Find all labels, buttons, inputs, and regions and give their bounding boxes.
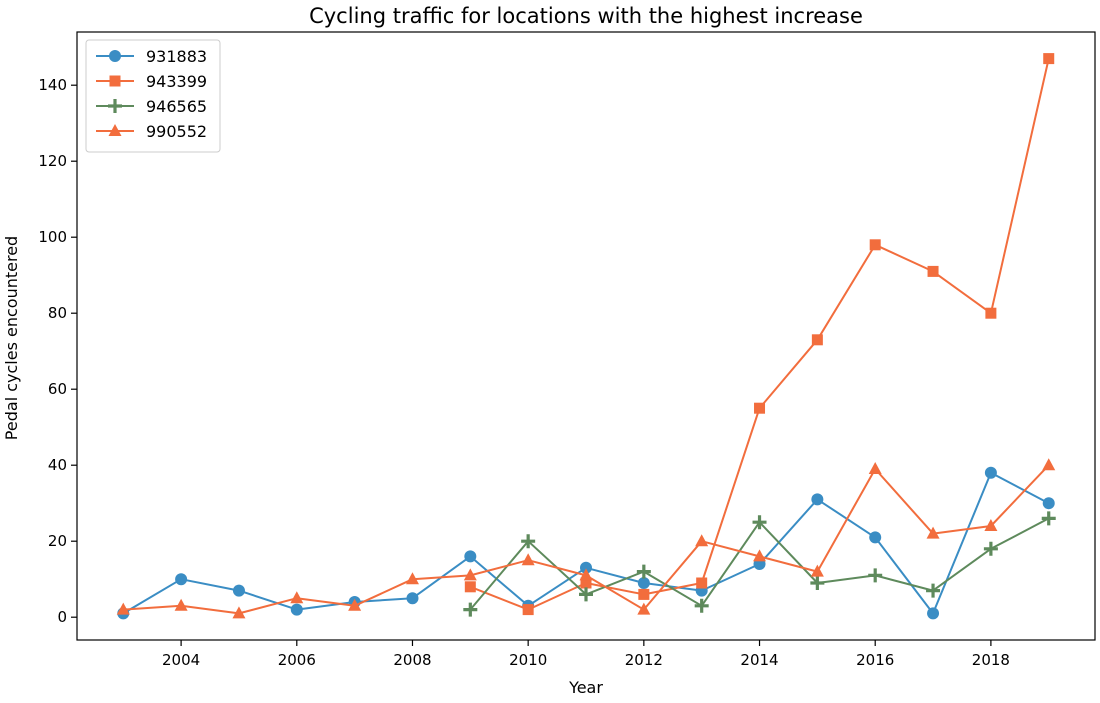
data-point-946565-2014	[752, 515, 767, 530]
data-point-943399-2011	[580, 577, 592, 589]
series-990552	[116, 458, 1056, 619]
data-point-946565-2010	[521, 534, 536, 549]
y-tick-label: 20	[48, 532, 67, 550]
data-point-943399-2010	[522, 604, 534, 616]
x-tick-label: 2008	[393, 651, 431, 669]
series-943399	[464, 53, 1055, 616]
data-point-946565-2011	[579, 587, 593, 602]
data-point-931883-2005	[232, 584, 245, 597]
legend-marker-square	[109, 75, 121, 87]
y-tick-label: 100	[38, 228, 67, 246]
axis-layer: 2004 2006 2008 2010 2012 2014 2016 2018 0 20 40 60 8…	[38, 31, 1096, 669]
data-point-943399-2009	[464, 581, 476, 593]
legend-item-946565: 946565	[96, 97, 207, 116]
data-point-946565-2016	[868, 568, 883, 583]
data-point-931883-2009	[464, 550, 477, 563]
legend-item-943399: 943399	[96, 72, 207, 91]
legend-label: 931883	[146, 47, 207, 66]
data-point-943399-2012	[638, 588, 650, 600]
data-point-990552-2017	[926, 526, 940, 539]
data-point-990552-2011	[579, 568, 593, 581]
legend-label: 946565	[146, 97, 207, 116]
data-point-990552-2019	[1042, 458, 1056, 471]
data-point-931883-2012	[637, 577, 650, 589]
y-axis-label: Pedal cycles encountered	[2, 236, 21, 440]
data-point-946565-2017	[926, 583, 941, 598]
legend-marker-circle	[109, 50, 121, 62]
data-point-931883-2008	[406, 592, 419, 605]
x-tick-label: 2004	[162, 651, 200, 669]
data-point-943399-2019	[1043, 53, 1055, 65]
data-point-946565-2013	[694, 598, 709, 613]
data-point-990552-2014	[753, 549, 767, 562]
data-point-990552-2013	[695, 534, 709, 547]
legend-item-931883: 931883	[96, 47, 207, 66]
data-point-990552-2003	[116, 602, 130, 615]
legend-label: 990552	[146, 122, 207, 141]
data-point-946565-2009	[463, 602, 478, 617]
chart-title: Cycling traffic for locations with the h…	[309, 4, 863, 28]
data-point-990552-2018	[984, 519, 998, 531]
data-point-946565-2012	[636, 564, 651, 579]
data-point-943399-2014	[754, 402, 766, 414]
data-point-990552-2010	[521, 553, 535, 566]
x-tick-label: 2006	[278, 651, 316, 669]
y-tick-label: 120	[38, 152, 67, 170]
legend-label: 943399	[146, 72, 207, 91]
x-tick-label: 2012	[625, 651, 663, 669]
y-tick-label: 80	[48, 304, 67, 322]
data-point-990552-2007	[348, 598, 362, 611]
y-tick-label: 0	[57, 608, 67, 626]
data-point-943399-2015	[811, 334, 823, 346]
data-point-990552-2016	[868, 462, 882, 474]
data-point-990552-2008	[405, 572, 419, 585]
y-tick-label: 140	[38, 76, 67, 94]
data-point-990552-2015	[810, 564, 824, 577]
data-point-946565-2015	[810, 576, 825, 590]
data-point-990552-2012	[637, 602, 651, 615]
data-point-931883-2019	[1042, 497, 1055, 510]
data-point-943399-2017	[927, 265, 939, 277]
data-point-931883-2004	[175, 573, 188, 586]
legend-marker-triangle	[108, 124, 122, 136]
x-tick-label: 2018	[972, 651, 1010, 669]
data-point-931883-2015	[811, 493, 824, 506]
data-point-990552-2005	[232, 606, 246, 619]
legend-marker-plus	[108, 99, 122, 113]
data-point-943399-2018	[985, 307, 997, 319]
plot-frame	[76, 31, 1096, 641]
data-point-931883-2016	[869, 531, 882, 544]
data-point-931883-2011	[580, 561, 592, 574]
data-point-931883-2018	[984, 466, 997, 479]
x-tick-label: 2010	[509, 651, 547, 669]
legend-item-990552: 990552	[96, 122, 207, 141]
legend: 931883 943399 946565 990552	[85, 39, 221, 153]
series-946565	[463, 511, 1056, 617]
data-point-990552-2004	[174, 598, 188, 611]
data-point-931883-2006	[290, 603, 303, 616]
x-tick-label: 2016	[856, 651, 894, 669]
data-point-943399-2016	[869, 239, 881, 251]
data-point-990552-2006	[290, 591, 304, 604]
y-tick-label: 60	[48, 380, 67, 398]
data-point-990552-2009	[463, 568, 477, 581]
y-tick-label: 40	[48, 456, 67, 474]
data-point-931883-2017	[927, 607, 940, 620]
data-point-943399-2013	[696, 577, 708, 589]
x-axis-label: Year	[568, 678, 603, 697]
x-tick-label: 2014	[740, 651, 778, 669]
data-point-946565-2019	[1041, 511, 1056, 526]
series-layer	[116, 53, 1056, 620]
legend-box	[85, 39, 221, 153]
data-point-946565-2018	[983, 541, 998, 556]
